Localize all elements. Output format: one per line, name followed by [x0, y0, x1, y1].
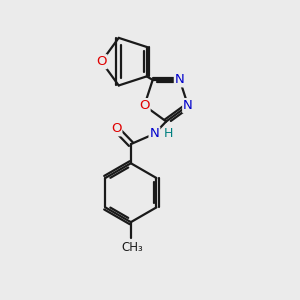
Text: N: N — [149, 127, 159, 140]
Text: O: O — [111, 122, 122, 135]
Text: CH₃: CH₃ — [122, 241, 143, 254]
Text: N: N — [183, 99, 193, 112]
Text: H: H — [164, 127, 173, 140]
Text: N: N — [175, 74, 184, 86]
Text: O: O — [139, 99, 150, 112]
Text: O: O — [96, 55, 107, 68]
